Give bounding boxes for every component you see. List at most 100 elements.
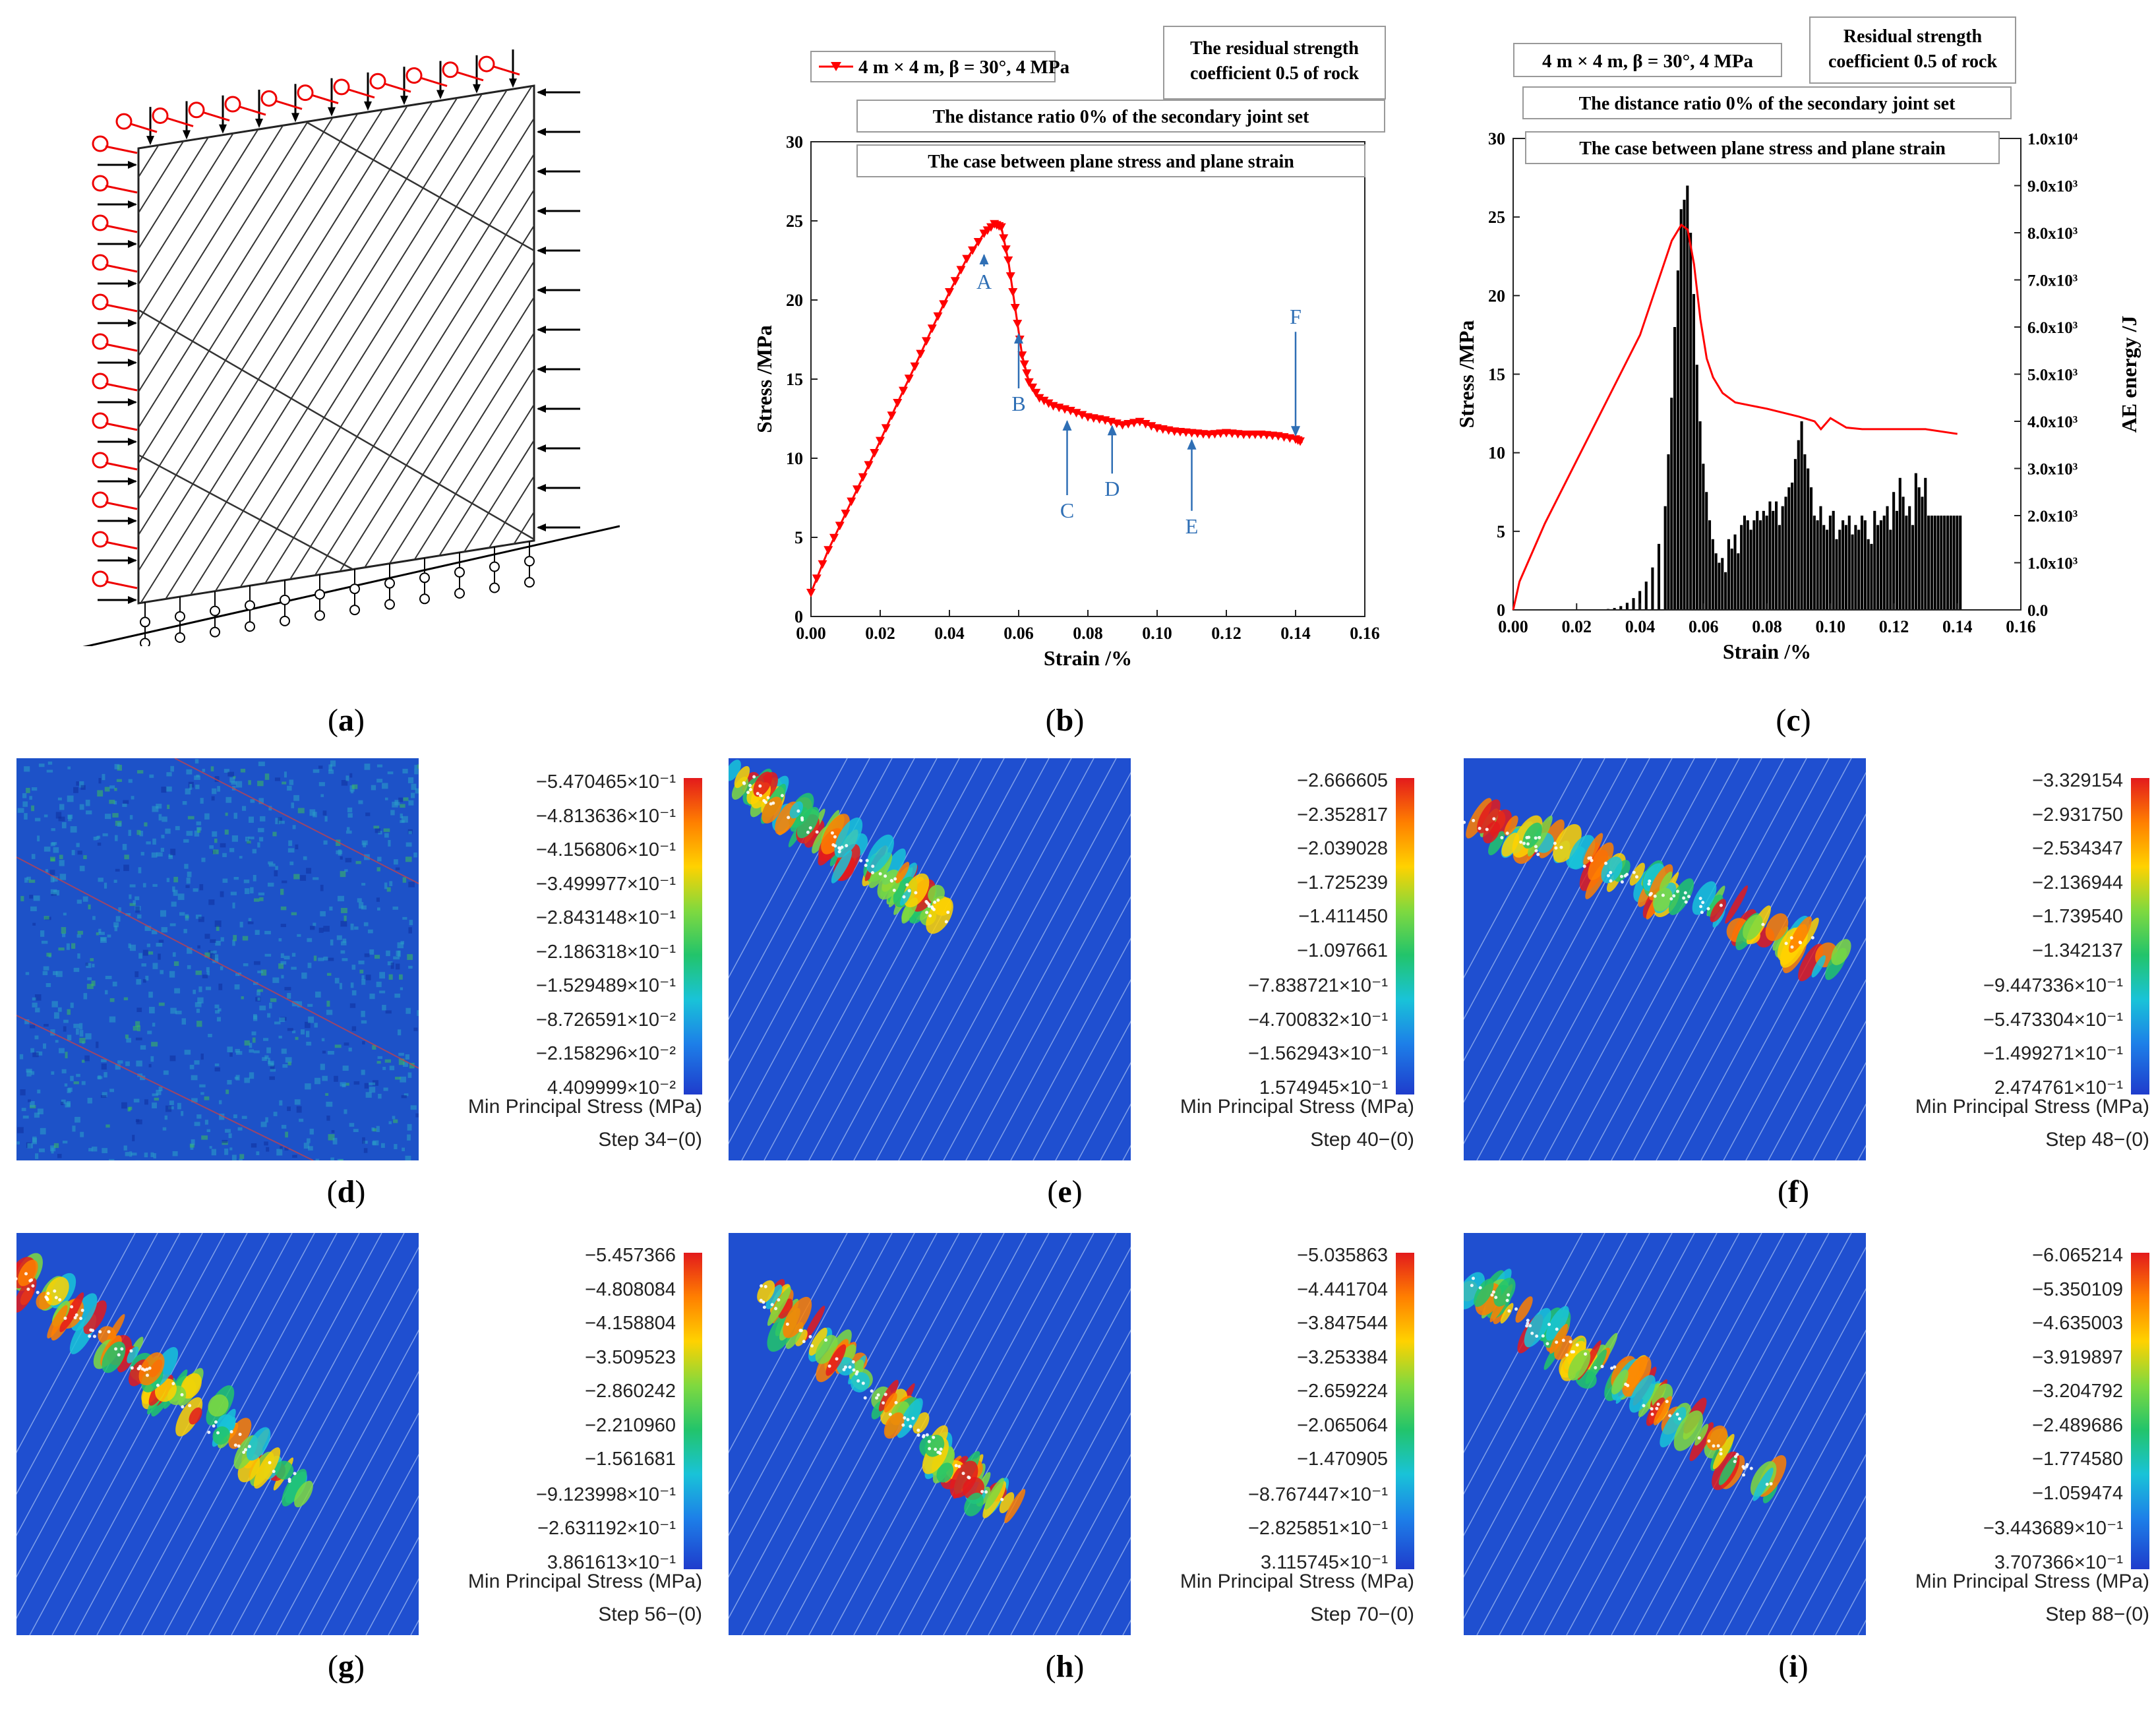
stress-concentration <box>1477 799 1501 833</box>
failure-point <box>824 1338 828 1342</box>
ae-energy-bar <box>1702 464 1705 610</box>
noise-speck <box>37 835 40 842</box>
c-y-tick-label: 15 <box>1488 365 1505 384</box>
failure-point <box>1632 870 1636 874</box>
failure-point <box>214 1420 218 1424</box>
joint-streak <box>1678 1288 1866 1635</box>
noise-speck <box>315 1158 320 1160</box>
failure-point <box>808 1334 812 1338</box>
primary-joint <box>138 86 482 603</box>
noise-speck <box>338 849 342 856</box>
noise-speck <box>144 1153 148 1158</box>
noise-speck <box>45 869 48 873</box>
joint-streak <box>1033 978 1131 1160</box>
noise-speck <box>214 776 220 783</box>
noise-speck <box>350 923 354 930</box>
data-point-marker <box>1044 399 1054 408</box>
noise-speck <box>172 952 176 957</box>
panel-label-d: (d) <box>326 1174 366 1209</box>
noise-speck <box>202 768 206 772</box>
left-roller <box>92 214 109 231</box>
stress-concentration <box>1545 1305 1569 1341</box>
noise-speck <box>264 930 271 935</box>
data-point-marker <box>1039 396 1049 405</box>
noise-speck <box>222 878 228 883</box>
failure-point <box>909 1424 913 1428</box>
joint-streak <box>965 1329 1131 1635</box>
colorbar-title: Min Principal Stress (MPa) <box>1915 1571 2149 1592</box>
noise-speck <box>140 852 144 856</box>
support-roller <box>349 584 360 595</box>
joint-streak <box>51 1233 270 1635</box>
noise-speck <box>245 836 250 842</box>
data-point-marker <box>933 312 943 321</box>
failure-point <box>1485 827 1489 831</box>
noise-speck <box>393 1119 398 1124</box>
top-roller <box>478 55 495 73</box>
colorbar-tick-label: −2.039028 <box>1297 838 1388 859</box>
noise-speck <box>303 856 307 860</box>
noise-speck <box>43 966 49 971</box>
noise-speck <box>205 986 212 990</box>
data-point-marker <box>962 255 972 264</box>
support-roller <box>314 589 325 600</box>
secondary-joint-trace <box>174 758 419 884</box>
left-roller-link <box>105 264 138 273</box>
support-roller <box>489 582 500 593</box>
ae-energy-bar <box>1679 209 1683 610</box>
joint-streak <box>831 758 1050 1160</box>
stress-concentration <box>1588 842 1614 880</box>
stress-concentration <box>1694 1424 1709 1446</box>
support-roller <box>454 566 465 578</box>
ae-energy-bar <box>1832 510 1835 610</box>
noise-speck <box>336 935 342 940</box>
noise-speck <box>282 880 287 884</box>
failure-point <box>1534 845 1538 849</box>
noise-speck <box>259 1005 266 1011</box>
noise-speck <box>109 1089 115 1093</box>
joint-streak <box>1010 1412 1131 1635</box>
failure-point <box>75 1313 78 1317</box>
noise-speck <box>114 925 118 932</box>
ae-energy-bar <box>1930 516 1933 610</box>
noise-speck <box>299 1118 304 1122</box>
noise-speck <box>165 1105 172 1112</box>
noise-speck <box>374 828 380 833</box>
failure-point <box>1490 1293 1494 1297</box>
noise-speck <box>408 882 415 887</box>
data-point-marker <box>1017 351 1027 360</box>
ae-energy-bar <box>1692 293 1695 610</box>
noise-speck <box>200 798 204 804</box>
failure-point <box>1478 826 1482 830</box>
noise-speck <box>77 930 83 935</box>
stress-concentration <box>1788 916 1812 953</box>
noise-speck <box>405 1155 411 1160</box>
failure-point <box>1675 1412 1679 1416</box>
stress-concentration <box>734 765 750 789</box>
failure-point <box>145 1367 149 1371</box>
noise-speck <box>35 1007 40 1013</box>
noise-speck <box>287 1062 291 1065</box>
noise-speck <box>257 827 264 833</box>
c-y2-tick-label: 1.0x10³ <box>2027 555 2078 573</box>
noise-speck <box>79 1023 83 1030</box>
noise-speck <box>167 804 170 809</box>
noise-speck <box>135 1119 140 1122</box>
ae-energy-bar <box>1657 543 1661 610</box>
noise-speck <box>117 822 122 827</box>
failure-point <box>1530 1331 1534 1335</box>
noise-speck <box>244 1077 251 1083</box>
ae-energy-bar <box>1911 525 1915 610</box>
annotation-label-C: C <box>1060 498 1074 522</box>
stress-concentration <box>803 1305 825 1342</box>
ae-energy-bar <box>1803 454 1807 610</box>
noise-speck <box>384 882 388 889</box>
failure-point <box>843 1365 847 1369</box>
noise-speck <box>104 882 107 889</box>
joint-streak <box>1499 1233 1718 1635</box>
right-load-arrowhead <box>537 207 546 215</box>
failure-point <box>928 914 932 918</box>
data-point-marker <box>950 277 960 286</box>
right-load-arrowhead <box>537 444 546 452</box>
noise-speck <box>323 840 328 845</box>
